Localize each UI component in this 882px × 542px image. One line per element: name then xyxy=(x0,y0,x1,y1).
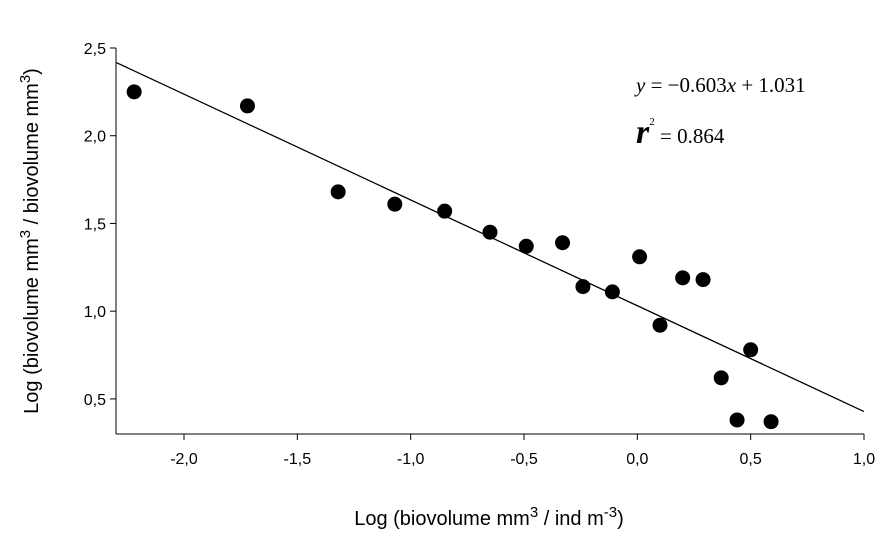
data-point xyxy=(652,317,668,333)
y-axis-title: Log (biovolume mm3 / biovolume mm3) xyxy=(17,68,43,414)
data-point xyxy=(695,272,711,288)
x-tick-label: 1,0 xyxy=(853,451,875,468)
data-point xyxy=(126,84,142,100)
x-tick-label: -1,5 xyxy=(284,451,312,468)
data-point xyxy=(239,98,255,114)
data-point xyxy=(713,370,729,386)
y-tick-label: 0,5 xyxy=(84,392,106,409)
x-tick-label: -0,5 xyxy=(510,451,538,468)
x-ticks: -2,0 -1,5 -1,0 -0,5 0,0 0,5 1,0 xyxy=(170,434,875,468)
data-point xyxy=(575,279,591,295)
x-tick-label: 0,5 xyxy=(740,451,762,468)
data-point xyxy=(518,238,534,254)
data-point xyxy=(437,203,453,219)
data-point xyxy=(387,196,403,212)
data-point xyxy=(675,270,691,286)
data-point xyxy=(632,249,648,265)
data-points xyxy=(126,84,779,430)
data-point xyxy=(555,235,571,251)
y-tick-label: 1,0 xyxy=(84,304,106,321)
x-tick-label: 0,0 xyxy=(626,451,648,468)
data-point xyxy=(482,224,498,240)
data-point xyxy=(763,414,779,430)
y-tick-label: 2,5 xyxy=(84,41,106,58)
r-squared-annotation: r2 = 0.864 xyxy=(636,114,725,151)
y-tick-label: 1,5 xyxy=(84,216,106,233)
y-ticks: 0,5 1,0 1,5 2,0 2,5 xyxy=(84,41,116,409)
regression-equation: y = −0.603x + 1.031 xyxy=(634,73,806,97)
data-point xyxy=(604,284,620,300)
y-tick-label: 2,0 xyxy=(84,129,106,146)
x-tick-label: -1,0 xyxy=(397,451,425,468)
x-tick-label: -2,0 xyxy=(170,451,198,468)
data-point xyxy=(729,412,745,428)
x-axis-title: Log (biovolume mm3 / ind m-3) xyxy=(354,504,624,530)
data-point xyxy=(330,184,346,200)
data-point xyxy=(743,342,759,358)
